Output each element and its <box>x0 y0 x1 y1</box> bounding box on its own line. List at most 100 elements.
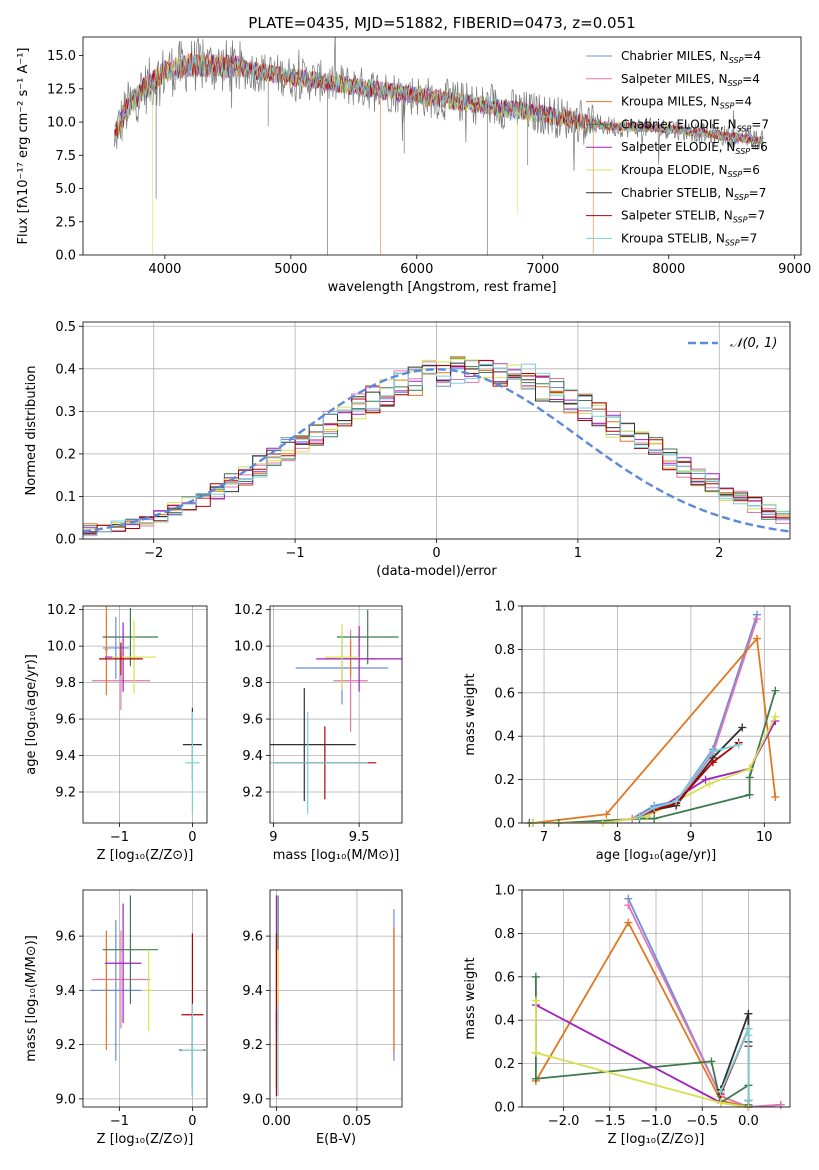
data-point <box>752 615 761 624</box>
axes-frame <box>82 36 802 256</box>
y-tick-label: 10.0 <box>47 116 76 131</box>
y-tick-label: 0.2 <box>494 1057 515 1072</box>
y-tick-label: 9.8 <box>55 676 76 691</box>
histogram-series <box>83 360 790 535</box>
y-tick-label: 0.6 <box>494 686 515 701</box>
y-tick-label: 0.0 <box>55 533 76 548</box>
x-tick-label: −2 <box>144 546 163 561</box>
data-point <box>624 918 633 927</box>
data-point <box>738 723 747 732</box>
data-point <box>635 812 644 821</box>
series-line <box>631 614 758 820</box>
x-tick-label: 9 <box>269 830 277 845</box>
y-tick-label: 0.2 <box>55 447 76 462</box>
y-tick-label: 10.0 <box>47 640 76 655</box>
y-tick-label: 0.6 <box>494 970 515 985</box>
spectrum-line <box>114 53 764 144</box>
x-tick-label: 8000 <box>652 262 685 277</box>
data-point <box>624 901 633 910</box>
legend-label: 𝒩(0, 1) <box>730 336 777 351</box>
y-tick-label: 1.0 <box>494 884 515 899</box>
histogram-series <box>83 361 790 535</box>
y-tick-label: 15.0 <box>47 49 76 64</box>
data-point <box>771 712 780 721</box>
x-tick-label: 10 <box>756 830 773 845</box>
data-point <box>708 758 717 767</box>
x-tick-label: 1 <box>574 546 582 561</box>
series-line <box>535 976 750 1105</box>
x-axis-label: (data-model)/error <box>376 564 497 579</box>
x-tick-label: −1 <box>110 830 129 845</box>
spectrum-line <box>114 53 764 147</box>
data-point <box>602 810 611 819</box>
y-tick-label: 9.6 <box>55 930 76 945</box>
legend-label: Kroupa STELIB, NSSP=7 <box>621 231 757 247</box>
x-axis-label: age [log₁₀(age/yr)] <box>596 848 717 863</box>
data-point <box>776 1100 785 1109</box>
histogram-series <box>83 362 790 533</box>
data-point <box>705 779 714 788</box>
x-tick-label: 9000 <box>778 262 811 277</box>
y-tick-label: 9.0 <box>242 1092 263 1107</box>
y-tick-label: 0.4 <box>494 730 515 745</box>
axes-frame <box>521 605 791 824</box>
y-tick-label: 9.6 <box>242 713 263 728</box>
data-point <box>531 1074 540 1083</box>
series-line <box>532 636 777 823</box>
x-tick-label: 0.0 <box>738 1114 759 1129</box>
x-tick-label: 0.05 <box>342 1114 371 1129</box>
x-tick-label: 8 <box>613 830 621 845</box>
y-tick-label: 9.4 <box>242 749 263 764</box>
y-tick-label: 0.8 <box>494 643 515 658</box>
y-tick-label: 0.4 <box>55 362 76 377</box>
x-axis-label: Z [log₁₀(Z/Z⊙)] <box>97 848 194 863</box>
y-tick-label: 9.6 <box>55 713 76 728</box>
axes-frame <box>82 889 208 1108</box>
x-tick-label: 6000 <box>400 262 433 277</box>
series-line <box>535 920 749 1107</box>
y-tick-label: 12.5 <box>47 82 76 97</box>
data-point <box>734 740 743 749</box>
y-axis-label: mass weight <box>463 957 478 1039</box>
legend-label: Salpeter STELIB, NSSP=7 <box>621 209 765 225</box>
data-point <box>531 996 540 1005</box>
axes-frame <box>521 889 791 1108</box>
axes-frame <box>82 321 791 540</box>
x-tick-label: 9 <box>687 830 695 845</box>
x-tick-label: −0.5 <box>686 1114 718 1129</box>
legend-label: Chabrier MILES, NSSP=4 <box>621 49 761 65</box>
y-tick-label: 10.2 <box>47 603 76 618</box>
y-axis-label: Normed distribution <box>24 366 39 496</box>
legend-label: Salpeter MILES, NSSP=4 <box>621 72 760 88</box>
spectrum-line <box>114 53 764 144</box>
x-axis-label: wavelength [Angstrom, rest frame] <box>328 280 557 295</box>
massweight-vs-Z-panel: −2.0 −1.5 −1.0 −0.5 0.0 0.0 0.2 0.4 0.6 0.8 1.0 Z [… <box>463 884 791 1147</box>
series-line <box>529 690 777 823</box>
chart-title: PLATE=0435, MJD=51882, FIBERID=0473, z=0… <box>248 14 635 32</box>
x-tick-label: 4000 <box>148 262 181 277</box>
series-line <box>627 898 781 1107</box>
data-point <box>708 747 717 756</box>
histogram-series <box>83 360 790 533</box>
data-point <box>771 686 780 695</box>
residuals-panel: −2 −1 0 1 2 0.0 0.1 0.2 0.3 0.4 0.5 (data-model)/er… <box>24 320 791 579</box>
y-tick-label: 0.2 <box>494 773 515 788</box>
x-tick-label: −1 <box>110 1114 129 1129</box>
x-tick-label: 0 <box>188 830 196 845</box>
x-tick-label: 9.5 <box>349 830 370 845</box>
y-tick-label: 0.0 <box>55 249 76 264</box>
data-point <box>744 1096 753 1105</box>
y-tick-label: 9.8 <box>242 676 263 691</box>
x-tick-label: 2 <box>715 546 723 561</box>
axes-frame <box>269 889 403 1108</box>
legend-label: Kroupa MILES, NSSP=4 <box>621 95 752 111</box>
y-tick-label: 9.2 <box>55 786 76 801</box>
data-point <box>745 790 754 799</box>
massweight-vs-age-panel: 7 8 9 10 0.0 0.2 0.4 0.6 0.8 1.0 age [log₁₀(age/yr… <box>463 600 791 863</box>
y-tick-label: 9.4 <box>242 984 263 999</box>
data-point <box>745 764 754 773</box>
x-axis-label: mass [log₁₀(M/M⊙)] <box>273 848 400 863</box>
legend-label: Kroupa ELODIE, NSSP=6 <box>621 163 760 179</box>
data-point <box>745 773 754 782</box>
